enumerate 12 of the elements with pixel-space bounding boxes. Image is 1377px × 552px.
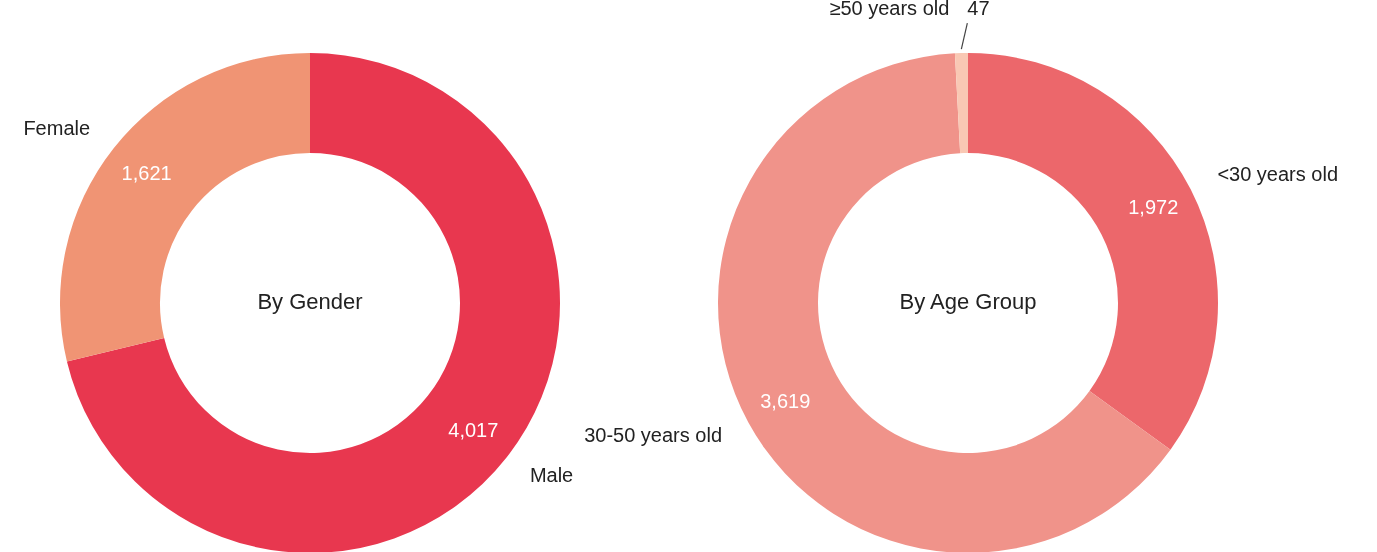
data-label: 1,621 — [121, 161, 172, 184]
data-label: 4,017 — [448, 419, 499, 442]
text: By Gender — [257, 289, 363, 315]
slice-label: Male — [529, 463, 574, 486]
data-label: 3,619 — [760, 389, 811, 412]
text: By Age Group — [899, 289, 1037, 315]
slice-label: <30 years old — [1217, 163, 1339, 186]
slice-label: ≥50 years old — [829, 0, 950, 19]
data-label: 1,972 — [1128, 195, 1179, 218]
data-label: 47 — [967, 0, 990, 19]
slice-label: Female — [23, 117, 91, 140]
slice-label: 30-50 years old — [584, 424, 723, 447]
